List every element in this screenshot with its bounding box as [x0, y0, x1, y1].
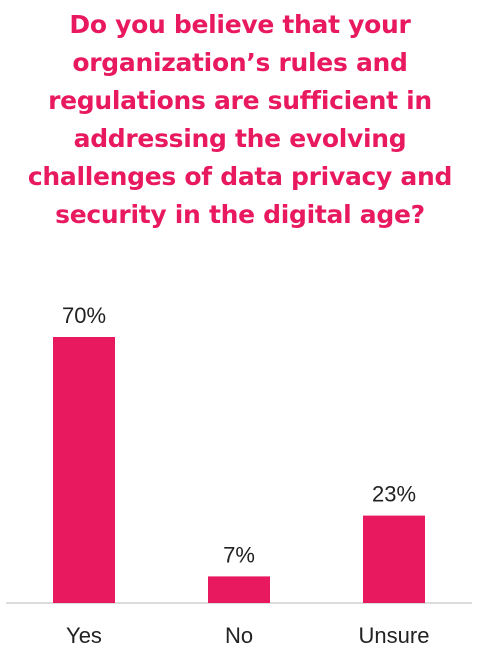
x-tick-label-unsure: Unsure — [359, 623, 430, 648]
bar-yes — [53, 337, 115, 603]
x-tick-label-yes: Yes — [66, 623, 102, 648]
bars-group — [53, 337, 425, 603]
data-label-yes: 70% — [62, 303, 106, 328]
data-label-no: 7% — [223, 542, 255, 567]
x-tick-label-no: No — [225, 623, 253, 648]
bar-no — [208, 576, 270, 603]
bar-unsure — [363, 515, 425, 603]
x-tick-labels-group: Yes No Unsure — [66, 623, 429, 648]
data-label-unsure: 23% — [372, 482, 416, 507]
chart-title: Do you believe that your organization’s … — [27, 10, 453, 229]
data-labels-group: 70% 7% 23% — [62, 303, 416, 567]
